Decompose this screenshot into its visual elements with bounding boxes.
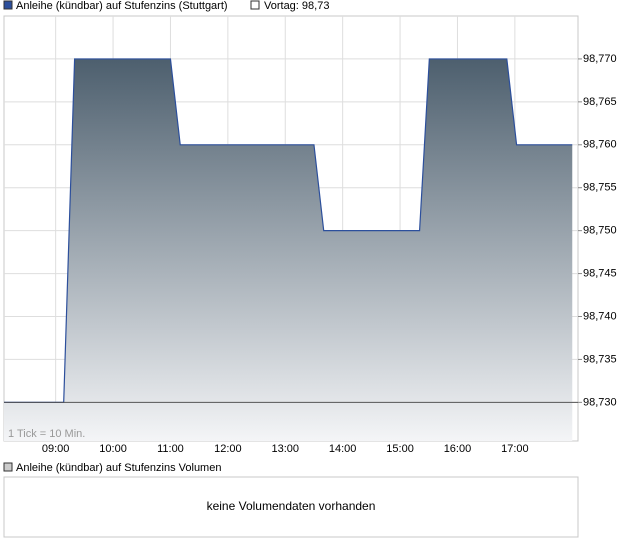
tick-note: 1 Tick = 10 Min. <box>8 428 85 440</box>
y-tick-label: 98,745 <box>583 267 617 279</box>
y-tick-label: 98,760 <box>583 139 617 151</box>
y-tick-label: 98,735 <box>583 353 617 365</box>
x-tick-label: 12:00 <box>214 443 242 455</box>
volume-message: keine Volumendaten vorhanden <box>207 499 376 513</box>
x-tick-label: 15:00 <box>386 443 414 455</box>
y-tick-label: 98,765 <box>583 96 617 108</box>
legend-swatch <box>3 0 13 10</box>
y-tick-label: 98,770 <box>583 53 617 65</box>
x-tick-label: 09:00 <box>42 443 70 455</box>
x-tick-label: 17:00 <box>501 443 529 455</box>
x-tick-label: 14:00 <box>329 443 357 455</box>
y-tick-label: 98,730 <box>583 396 617 408</box>
legend-swatch <box>250 0 260 10</box>
price-line <box>4 58 573 403</box>
area-fill <box>4 58 573 442</box>
volume-legend: Anleihe (kündbar) auf Stufenzins Volumen <box>16 462 221 474</box>
y-tick-label: 98,740 <box>583 310 617 322</box>
legend-label: Anleihe (kündbar) auf Stufenzins (Stuttg… <box>16 0 228 12</box>
x-tick-label: 11:00 <box>157 443 184 455</box>
y-tick-label: 98,750 <box>583 225 617 237</box>
volume-panel <box>3 476 579 538</box>
x-tick-label: 13:00 <box>271 443 299 455</box>
legend-label: Vortag: 98,73 <box>264 0 329 12</box>
legend-swatch <box>3 462 13 472</box>
x-tick-label: 10:00 <box>99 443 127 455</box>
x-tick-label: 16:00 <box>444 443 472 455</box>
y-tick-label: 98,755 <box>583 182 617 194</box>
